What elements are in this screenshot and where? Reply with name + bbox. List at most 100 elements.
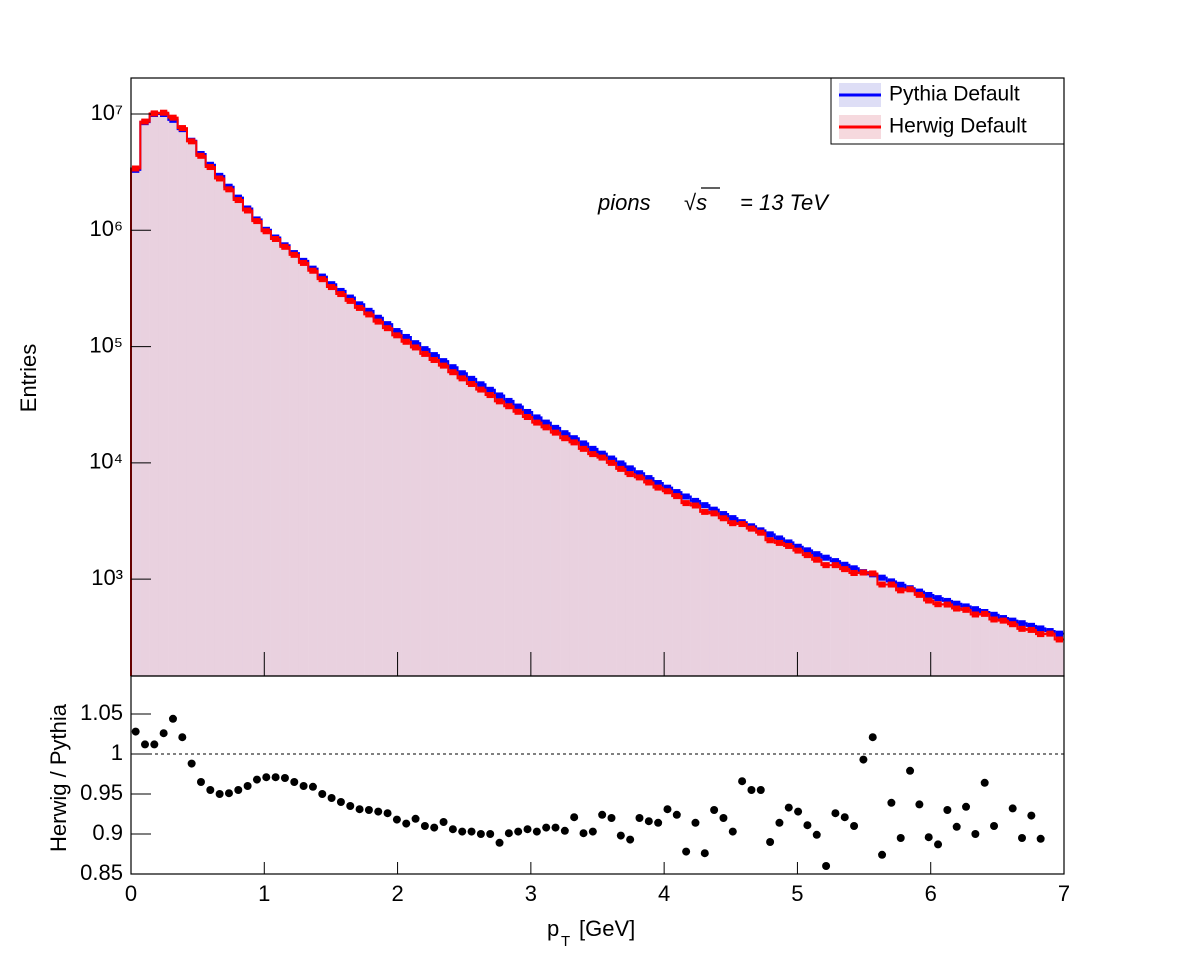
histogram-fill — [728, 523, 738, 676]
bin-marker — [682, 500, 690, 507]
bin-marker — [243, 207, 252, 214]
ratio-point — [598, 810, 607, 819]
histogram-fill — [131, 168, 141, 676]
bin-marker — [626, 471, 634, 478]
bin-marker — [803, 547, 812, 554]
x-tick-label: 6 — [925, 881, 937, 906]
ratio-point — [495, 838, 504, 847]
bin-marker — [505, 403, 513, 410]
bin-marker — [999, 617, 1008, 624]
legend-label: Herwig Default — [889, 115, 1027, 138]
bin-marker — [309, 267, 317, 274]
ratio-point — [943, 806, 952, 814]
bin-marker — [327, 284, 336, 291]
bin-marker — [598, 454, 606, 461]
histogram-fill — [401, 341, 411, 676]
bin-marker — [645, 475, 653, 482]
ratio-point — [486, 830, 495, 838]
histogram-fill — [326, 287, 337, 676]
bin-marker — [570, 439, 578, 446]
ratio-point — [962, 802, 971, 811]
bin-marker — [925, 597, 933, 604]
x-axis-label-sub: T — [561, 933, 570, 950]
ratio-point — [374, 807, 383, 816]
ratio-point — [168, 714, 177, 723]
ratio-point — [896, 834, 905, 842]
bin-marker — [439, 362, 448, 369]
bin-marker — [962, 603, 970, 610]
ratio-point — [131, 727, 140, 736]
ratio-point — [262, 773, 271, 782]
annotation: pions — [597, 190, 651, 215]
histogram-fill — [336, 294, 346, 676]
bin-marker — [206, 164, 214, 171]
histogram-fill — [961, 609, 971, 676]
ratio-point — [700, 849, 709, 858]
bin-marker — [374, 318, 382, 325]
ratio-point — [140, 740, 149, 749]
ratio-point — [159, 729, 168, 738]
bin-marker — [1046, 630, 1054, 637]
ratio-point — [383, 809, 392, 818]
bin-marker — [551, 429, 560, 436]
bin-marker — [887, 581, 896, 588]
bin-marker — [225, 186, 233, 193]
bin-marker — [757, 529, 765, 536]
bin-marker — [1027, 626, 1036, 633]
y-tick-label: 0.9 — [92, 820, 123, 845]
ratio-point — [1027, 811, 1036, 820]
ratio-point — [607, 814, 616, 822]
bin-marker — [1037, 625, 1045, 632]
bin-marker — [729, 520, 737, 527]
histogram-fill — [429, 359, 439, 676]
x-tick-label: 5 — [791, 881, 803, 906]
ratio-point — [728, 827, 737, 836]
bin-marker — [197, 152, 205, 159]
histogram-fill — [830, 565, 841, 676]
bin-marker — [579, 440, 588, 447]
bin-marker — [981, 610, 989, 617]
bin-marker — [710, 506, 718, 513]
ratio-point — [290, 778, 299, 786]
bin-marker — [673, 493, 681, 500]
bin-marker — [1037, 631, 1045, 638]
ratio-point — [280, 774, 289, 782]
bin-marker — [402, 333, 410, 340]
histogram-fill — [448, 372, 458, 676]
bin-marker — [533, 414, 541, 421]
histogram-fill — [933, 604, 943, 676]
bin-marker — [477, 381, 485, 388]
bin-marker — [467, 380, 476, 387]
bin-marker — [691, 497, 700, 504]
histogram-fill — [261, 231, 271, 677]
histogram-fill — [812, 559, 822, 676]
bin-marker — [299, 259, 308, 266]
bin-marker — [841, 561, 849, 568]
x-tick-label: 3 — [525, 881, 537, 906]
histogram-fill — [485, 395, 495, 676]
bin-marker — [514, 403, 522, 410]
ratio-point — [822, 862, 831, 870]
ratio-point — [1008, 804, 1017, 813]
histogram-fill — [588, 454, 598, 676]
histogram-fill — [634, 477, 645, 676]
ratio-point — [588, 827, 597, 836]
bin-marker — [411, 340, 420, 347]
bin-marker — [337, 287, 345, 294]
x-axis-label-unit: [GeV] — [579, 916, 635, 941]
ratio-point — [476, 830, 485, 838]
bin-marker — [654, 484, 662, 491]
histogram-fill — [578, 448, 589, 676]
y-tick-label: 10⁷ — [91, 100, 123, 125]
ratio-point — [187, 759, 196, 768]
bin-marker — [934, 595, 942, 602]
histogram-fill — [802, 555, 813, 676]
bin-marker — [663, 484, 672, 491]
bin-marker — [262, 228, 270, 235]
ratio-point — [402, 819, 411, 828]
bin-marker — [822, 554, 830, 561]
ratio-point — [570, 813, 579, 822]
bin-marker — [617, 460, 625, 467]
bin-marker — [355, 304, 364, 311]
ratio-point — [542, 823, 551, 832]
